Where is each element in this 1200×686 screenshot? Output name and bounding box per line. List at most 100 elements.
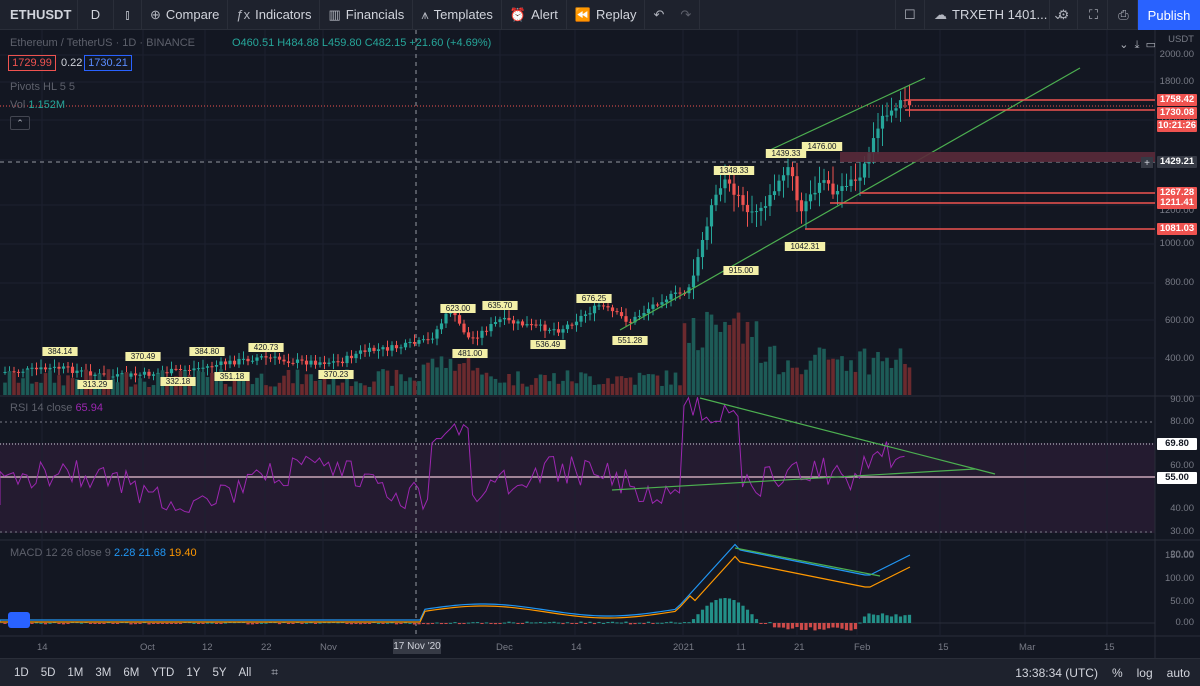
candle-body — [412, 342, 417, 344]
maximize-pane-icon[interactable]: ⤓ — [1134, 39, 1140, 51]
candle-body — [768, 195, 772, 207]
candle-body — [777, 180, 781, 192]
volume-bar — [709, 314, 714, 395]
macd-histogram-bar — [381, 623, 385, 624]
macd-histogram-bar — [511, 622, 516, 624]
macd-histogram-bar — [322, 622, 327, 624]
pivot-label: 370.23 — [324, 370, 349, 379]
compare-button[interactable]: ⊕ Compare — [142, 0, 229, 30]
volume-bar — [633, 384, 637, 395]
volume-bar — [840, 356, 844, 395]
pivot-label-box — [784, 242, 826, 251]
close-pane-icon[interactable]: ▭ — [1145, 39, 1156, 51]
candle-body — [466, 332, 471, 338]
macd-histogram-bar — [799, 623, 804, 630]
pane-tools[interactable]: ⌄ ⤓ ▭ — [1119, 38, 1156, 52]
chevron-down-icon: ⌄ — [1052, 6, 1064, 22]
percent-toggle[interactable]: % — [1111, 666, 1123, 680]
rsi-trendline-upper — [699, 397, 996, 475]
volume-bar — [619, 376, 624, 395]
range-button-3m[interactable]: 3M — [95, 666, 112, 679]
legend-collapse-button[interactable]: ⌃ — [10, 116, 30, 130]
symbol-legend[interactable]: Ethereum / TetherUS · 1D · BINANCE — [10, 37, 196, 49]
redo-icon: ↷ — [680, 6, 692, 22]
fullscreen-button[interactable]: ⛶ — [1080, 0, 1108, 30]
date-range-icon[interactable]: ⌗ — [271, 665, 279, 679]
utc-clock[interactable]: 13:38:34 (UTC) — [1015, 666, 1098, 680]
pivot-label-box — [530, 340, 566, 349]
candle-body — [516, 321, 520, 324]
settings-button[interactable]: ⚙ — [1050, 0, 1078, 30]
sell-price-button[interactable]: 1729.99 — [8, 55, 56, 71]
macd-histogram-bar — [214, 623, 219, 624]
volume-bar — [426, 362, 430, 395]
layout-menu[interactable]: ☁ TRXETH 1401... ⌄ — [926, 0, 1063, 30]
price-axis-tick: 400.00 — [1164, 353, 1194, 364]
candle-body — [88, 371, 93, 377]
supply-zone — [840, 152, 1155, 162]
tradingview-logo[interactable] — [8, 612, 30, 628]
range-button-6m[interactable]: 6M — [123, 666, 140, 679]
volume-bar — [313, 380, 318, 395]
indicators-button[interactable]: ƒx Indicators — [228, 0, 321, 30]
alert-button[interactable]: ⏰ Alert — [502, 0, 567, 30]
volume-bar — [727, 324, 732, 395]
candle-body — [637, 315, 642, 317]
macd-histogram-bar — [30, 623, 34, 625]
publish-button[interactable]: Publish — [1138, 0, 1200, 30]
range-button-ytd[interactable]: YTD — [151, 666, 175, 679]
minimize-icon[interactable]: ⌄ — [1119, 39, 1129, 51]
chart-canvas[interactable]: +384.14 313.29 370.49 332.18 384.80 351.18 420… — [0, 30, 1200, 658]
auto-toggle[interactable]: auto — [1166, 666, 1190, 680]
macd-histogram-bar — [300, 623, 304, 625]
range-button-5d[interactable]: 5D — [40, 666, 56, 679]
rsi-legend[interactable]: RSI 14 close 65.94 — [10, 402, 103, 414]
snapshot-button[interactable]: ⎙ — [1110, 0, 1138, 30]
templates-button[interactable]: ⩚ Templates — [413, 0, 502, 30]
candle-body — [538, 324, 543, 326]
macd-histogram-bar — [313, 623, 318, 624]
financials-button[interactable]: ▥ Financials — [320, 0, 414, 30]
volume-legend[interactable]: Vol 1.152M — [10, 99, 65, 111]
pivot-label-box — [440, 304, 476, 313]
range-button-1y[interactable]: 1Y — [186, 666, 201, 679]
price-label: 1730.08 — [1157, 107, 1197, 119]
pivots-legend[interactable]: Pivots HL 5 5 — [10, 81, 76, 93]
time-axis-tick: 12 — [202, 642, 213, 653]
candle-body — [61, 366, 66, 369]
macd-histogram-bar — [286, 623, 291, 624]
bottom-toolbar: 1D 5D 1M 3M 6M YTD 1Y 5Y All ⌗ 13:38:34 (UTC) % … — [0, 658, 1200, 686]
chart-type-button[interactable]: ⫾ — [114, 0, 142, 30]
redo-button[interactable]: ↷ — [672, 0, 701, 30]
candle-body — [529, 324, 534, 326]
macd-histogram-bar — [660, 622, 664, 624]
volume-bar — [826, 359, 831, 395]
range-button-all[interactable]: All — [238, 666, 252, 679]
volume-bar — [417, 381, 421, 395]
candle-body — [507, 317, 511, 321]
buy-price-button[interactable]: 1730.21 — [84, 55, 132, 71]
candle-body — [498, 319, 502, 323]
macd-histogram-bar — [457, 623, 462, 625]
price-axis-tick: 1200.00 — [1159, 205, 1194, 216]
candle-body — [700, 240, 705, 258]
undo-button[interactable]: ↶ — [645, 0, 672, 30]
macd-line — [0, 543, 911, 622]
range-button-1d[interactable]: 1D — [14, 666, 29, 679]
compare-label: Compare — [165, 7, 220, 22]
log-toggle[interactable]: log — [1136, 666, 1153, 680]
candle-body — [880, 115, 885, 129]
macd-histogram-bar — [507, 621, 511, 623]
fullscreen-layout-button[interactable]: ☐ — [895, 0, 925, 30]
time-axis-tick: 15 — [938, 642, 949, 653]
macd-histogram-bar — [700, 609, 705, 623]
range-button-1m[interactable]: 1M — [67, 666, 84, 679]
symbol-search[interactable]: ETHUSDT — [0, 0, 78, 30]
replay-button[interactable]: ⏪ Replay — [567, 0, 646, 30]
range-button-5y[interactable]: 5Y — [212, 666, 227, 679]
volume-bar — [381, 369, 385, 395]
candle-body — [43, 367, 48, 370]
interval-button[interactable]: D — [78, 0, 114, 30]
macd-legend[interactable]: MACD 12 26 close 9 2.28 21.68 19.40 — [10, 547, 197, 559]
candle-body — [174, 368, 178, 370]
